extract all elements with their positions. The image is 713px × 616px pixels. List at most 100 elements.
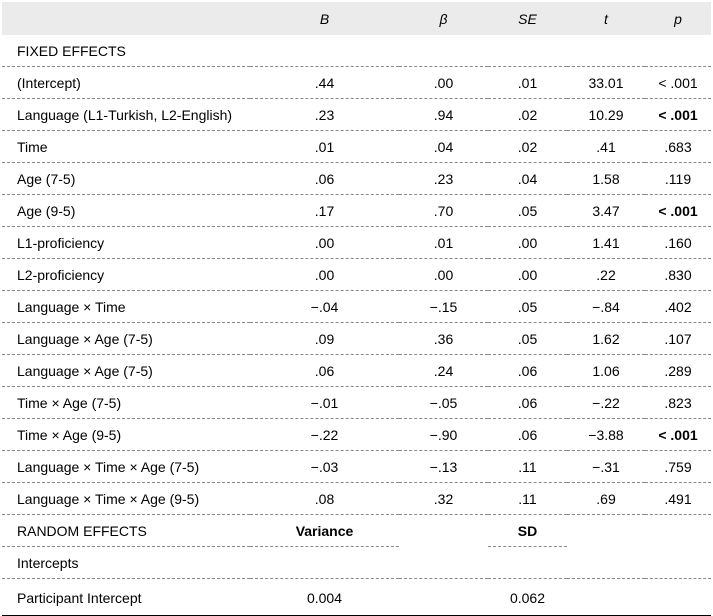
participant-intercept-row: Participant Intercept 0.004 0.062 <box>2 579 711 616</box>
header-p: p <box>674 10 682 27</box>
random-spacer <box>399 515 488 547</box>
header-term <box>2 2 250 35</box>
intercepts-label: Intercepts <box>17 554 79 571</box>
term-cell: Language × Time <box>17 298 126 315</box>
term-cell: Language × Age (7-5) <box>17 330 153 347</box>
term-cell: Age (9-5) <box>17 202 76 219</box>
beta-cell: −.05 <box>429 394 458 411</box>
beta-cell: −.90 <box>429 426 458 443</box>
term-cell: Language (L1-Turkish, L2-English) <box>17 106 233 123</box>
table-row: Time × Age (9-5) −.22 −.90 .06 −3.88 < .001 <box>2 419 711 451</box>
p-cell: < .001 <box>658 202 698 219</box>
table-row: Time .01 .04 .02 .41 .683 <box>2 131 711 163</box>
t-cell: 10.29 <box>588 106 624 123</box>
table-body: FIXED EFFECTS (Intercept) .44 .00 .01 33.01 <… <box>2 35 711 515</box>
se-cell: .05 <box>517 298 538 315</box>
se-cell: .00 <box>517 266 538 283</box>
beta-cell: .94 <box>433 106 454 123</box>
t-cell: .22 <box>596 266 616 283</box>
header-t: t <box>604 10 608 27</box>
term-cell: Language × Time × Age (7-5) <box>17 458 200 475</box>
table-row: Language (L1-Turkish, L2-English) .23 .94.… <box>2 99 711 131</box>
b-cell: .06 <box>314 170 335 187</box>
t-cell: 33.01 <box>588 74 624 91</box>
beta-cell: −.15 <box>429 298 458 315</box>
participant-sd: 0.062 <box>509 590 546 606</box>
table-row: Language × Time × Age (9-5) .08 .32 .11 .69.… <box>2 483 711 515</box>
p-cell: .830 <box>664 266 692 283</box>
table-row: Language × Age (7-5) .06 .24 .06 1.06 .289 <box>2 355 711 387</box>
random-effects-row: RANDOM EFFECTS Variance SD <box>2 514 711 547</box>
fixed-effects-row: FIXED EFFECTS <box>2 35 711 67</box>
t-cell: 1.58 <box>592 170 620 187</box>
random-spacer <box>567 579 645 616</box>
random-effects-body: RANDOM EFFECTS Variance SD Intercepts Pa… <box>2 514 711 616</box>
b-cell: −.03 <box>310 458 339 475</box>
b-cell: .00 <box>314 234 335 251</box>
p-cell: .683 <box>664 138 692 155</box>
b-cell: .09 <box>314 330 335 347</box>
t-cell: 3.47 <box>592 202 620 219</box>
term-cell: Time <box>17 138 48 155</box>
beta-cell: .24 <box>433 362 454 379</box>
b-cell: .44 <box>314 74 335 91</box>
intercepts-row: Intercepts <box>2 547 711 579</box>
p-cell: .289 <box>664 362 692 379</box>
term-cell: Language × Time × Age (9-5) <box>17 490 200 507</box>
random-spacer <box>567 515 645 547</box>
random-spacer <box>645 515 711 547</box>
participant-variance: 0.004 <box>306 590 343 606</box>
table-row: L2-proficiency .00 .00 .00 .22 .830 <box>2 259 711 291</box>
fixed-effects-label: FIXED EFFECTS <box>17 42 126 59</box>
t-cell: .69 <box>596 490 616 507</box>
t-cell: −.84 <box>592 298 620 315</box>
table-row: Language × Time × Age (7-5) −.03 −.13 .11 −.… <box>2 451 711 483</box>
se-cell: .05 <box>517 330 538 347</box>
random-spacer <box>399 579 488 616</box>
variance-header: Variance <box>250 514 399 547</box>
header-SE: SE <box>518 10 537 27</box>
term-cell: Age (7-5) <box>17 170 76 187</box>
beta-cell: −.13 <box>429 458 458 475</box>
p-cell: < .001 <box>658 426 698 443</box>
se-cell: .02 <box>517 106 538 123</box>
t-cell: −3.88 <box>588 426 624 443</box>
table-row: Language × Age (7-5) .09 .36 .05 1.62 .107 <box>2 323 711 355</box>
table-row: L1-proficiency .00 .01 .00 1.41 .160 <box>2 227 711 259</box>
beta-cell: .01 <box>433 234 454 251</box>
term-cell: L2-proficiency <box>17 266 105 283</box>
p-cell: < .001 <box>658 74 698 91</box>
random-spacer <box>645 579 711 616</box>
table-row: (Intercept) .44 .00 .01 33.01 < .001 <box>2 67 711 99</box>
b-cell: .01 <box>314 138 335 155</box>
table-row: Language × Time −.04 −.15 .05 −.84 .402 <box>2 291 711 323</box>
table-row: Age (9-5) .17 .70 .05 3.47 < .001 <box>2 195 711 227</box>
beta-cell: .32 <box>433 490 454 507</box>
b-cell: .06 <box>314 362 335 379</box>
beta-cell: .70 <box>433 202 454 219</box>
table-row: Time × Age (7-5) −.01 −.05 .06 −.22 .823 <box>2 387 711 419</box>
beta-cell: .04 <box>433 138 454 155</box>
se-cell: .02 <box>517 138 538 155</box>
t-cell: 1.62 <box>592 330 620 347</box>
b-cell: .17 <box>314 202 335 219</box>
p-cell: .823 <box>664 394 692 411</box>
p-cell: .759 <box>664 458 692 475</box>
header-row: B β SE t p <box>2 2 711 35</box>
t-cell: −.31 <box>592 458 620 475</box>
b-cell: −.01 <box>310 394 339 411</box>
sd-header: SD <box>488 514 567 547</box>
se-cell: .11 <box>518 458 537 475</box>
se-cell: .06 <box>517 394 538 411</box>
b-cell: .08 <box>314 490 335 507</box>
se-cell: .06 <box>517 362 538 379</box>
se-cell: .01 <box>517 74 538 91</box>
beta-cell: .00 <box>433 266 454 283</box>
se-cell: .06 <box>517 426 538 443</box>
b-cell: .00 <box>314 266 335 283</box>
b-cell: .23 <box>314 106 335 123</box>
se-cell: .11 <box>518 490 537 507</box>
t-cell: .41 <box>596 138 616 155</box>
term-cell: Language × Age (7-5) <box>17 362 153 379</box>
